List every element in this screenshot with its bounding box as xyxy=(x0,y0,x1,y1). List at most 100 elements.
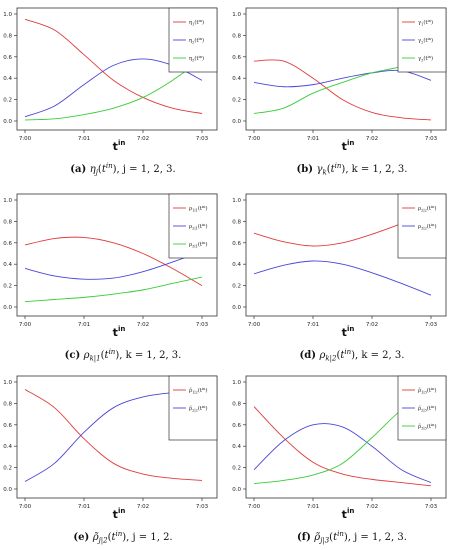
caption: (c) ρk|1(tin), k = 1, 2, 3. xyxy=(65,348,182,363)
legend-label: ρ̃1|2(tin) xyxy=(189,387,207,394)
legend-label: ρ3|1(tin) xyxy=(189,241,207,248)
y-tick-label: 0.4 xyxy=(232,444,241,450)
series-line-1 xyxy=(24,389,203,481)
series-line-2 xyxy=(253,260,432,296)
y-tick-label: 0.0 xyxy=(3,305,12,311)
x-tick-label: 7:01 xyxy=(78,322,90,328)
y-tick-label: 0.2 xyxy=(232,466,241,472)
x-tick-label: 7:03 xyxy=(196,322,209,328)
series-line-1 xyxy=(24,236,203,286)
y-tick-label: 0.2 xyxy=(232,98,241,104)
y-tick-label: 0.6 xyxy=(3,55,12,61)
x-tick-label: 7:00 xyxy=(19,322,32,328)
y-tick-label: 0.6 xyxy=(3,241,12,247)
y-tick-label: 0.6 xyxy=(232,55,241,61)
x-axis-label: tin xyxy=(113,507,126,521)
y-tick-label: 0.0 xyxy=(232,487,241,493)
y-tick-label: 0.4 xyxy=(3,262,12,268)
y-tick-label: 1.0 xyxy=(3,12,12,18)
y-tick-label: 0.4 xyxy=(3,76,12,82)
y-tick-label: 0.6 xyxy=(3,423,12,429)
legend-label: γ2(tin) xyxy=(418,37,433,44)
y-tick-label: 0.0 xyxy=(3,119,12,125)
x-tick-label: 7:00 xyxy=(248,322,261,328)
y-tick-label: 0.4 xyxy=(232,262,241,268)
y-tick-label: 0.8 xyxy=(232,219,241,225)
chart-panel-d: 0.0 0.2 0.4 0.6 0.8 1.0 7:00 7:01 7:02 7:03 tin ρ2|… xyxy=(232,193,447,363)
legend-label: ρ̃2|2(tin) xyxy=(189,405,207,412)
y-tick-label: 0.6 xyxy=(232,241,241,247)
x-tick-label: 7:00 xyxy=(248,504,261,510)
x-axis-label: tin xyxy=(113,139,126,153)
x-tick-label: 7:03 xyxy=(196,136,209,142)
x-axis-label: tin xyxy=(342,325,355,339)
chart-panel-f: 0.0 0.2 0.4 0.6 0.8 1.0 7:00 7:01 7:02 7:03 tin ρ̃1… xyxy=(232,375,447,545)
legend-label: η2(tin) xyxy=(189,37,204,44)
y-tick-label: 0.2 xyxy=(3,466,12,472)
x-tick-label: 7:01 xyxy=(307,322,319,328)
legend-label: γ1(tin) xyxy=(418,19,433,26)
y-tick-label: 1.0 xyxy=(232,198,241,204)
x-axis-label: tin xyxy=(113,325,126,339)
y-tick-label: 0.0 xyxy=(232,119,241,125)
caption: (d) ρk|2(tin), k = 2, 3. xyxy=(300,348,405,363)
legend-label: η3(tin) xyxy=(189,55,204,62)
legend-label: ρ2|1(tin) xyxy=(189,223,207,230)
x-tick-label: 7:01 xyxy=(307,504,319,510)
x-tick-label: 7:02 xyxy=(137,322,149,328)
y-tick-label: 1.0 xyxy=(3,198,12,204)
y-tick-label: 1.0 xyxy=(232,380,241,386)
y-tick-label: 0.8 xyxy=(3,401,12,407)
x-tick-label: 7:02 xyxy=(366,322,378,328)
chart-panel-a: 0.0 0.2 0.4 0.6 0.8 1.0 7:00 7:01 7:02 7:03 tin η1(… xyxy=(3,7,218,177)
y-tick-label: 0.6 xyxy=(232,423,241,429)
series-line-1 xyxy=(253,59,432,121)
series-line-2 xyxy=(253,69,432,88)
caption: (e) ρ̃j|2(tin), j = 1, 2. xyxy=(73,530,172,545)
y-tick-label: 1.0 xyxy=(3,380,12,386)
y-tick-label: 0.0 xyxy=(232,305,241,311)
caption: (f) ρ̃j|3(tin), j = 1, 2, 3. xyxy=(297,530,407,545)
x-tick-label: 7:03 xyxy=(425,136,438,142)
legend-label: ρ̃2|3(tin) xyxy=(418,405,436,412)
x-axis-label: tin xyxy=(342,139,355,153)
legend-label: ρ̃1|3(tin) xyxy=(418,387,436,394)
x-tick-label: 7:02 xyxy=(366,504,378,510)
x-tick-label: 7:00 xyxy=(19,136,32,142)
x-tick-label: 7:02 xyxy=(366,136,378,142)
x-tick-label: 7:00 xyxy=(19,504,32,510)
legend-label: γ3(tin) xyxy=(418,55,433,62)
legend-label: ρ3|2(tin) xyxy=(418,223,436,230)
y-tick-label: 0.8 xyxy=(232,33,241,39)
series-line-3 xyxy=(24,58,203,121)
chart-panel-b: 0.0 0.2 0.4 0.6 0.8 1.0 7:00 7:01 7:02 7:03 tin γ1(… xyxy=(232,7,447,177)
x-tick-label: 7:01 xyxy=(307,136,319,142)
legend-label: η1(tin) xyxy=(189,19,204,26)
chart-panel-c: 0.0 0.2 0.4 0.6 0.8 1.0 7:00 7:01 7:02 7:03 tin ρ1|… xyxy=(3,193,218,363)
y-tick-label: 0.8 xyxy=(232,401,241,407)
x-tick-label: 7:02 xyxy=(137,136,149,142)
y-tick-label: 0.2 xyxy=(232,284,241,290)
y-tick-label: 0.2 xyxy=(3,284,12,290)
legend-label: ρ1|1(tin) xyxy=(189,205,207,212)
y-tick-label: 0.4 xyxy=(232,76,241,82)
x-tick-label: 7:03 xyxy=(425,504,438,510)
x-axis-label: tin xyxy=(342,507,355,521)
y-tick-label: 0.0 xyxy=(3,487,12,493)
x-tick-label: 7:01 xyxy=(78,504,90,510)
y-tick-label: 0.8 xyxy=(3,219,12,225)
caption: (b) γk(tin), k = 1, 2, 3. xyxy=(297,162,408,177)
x-tick-label: 7:01 xyxy=(78,136,90,142)
x-tick-label: 7:03 xyxy=(196,504,209,510)
series-line-2 xyxy=(24,250,203,280)
series-line-3 xyxy=(24,276,203,303)
legend-label: ρ2|2(tin) xyxy=(418,205,436,212)
legend-label: ρ̃3|3(tin) xyxy=(418,423,436,430)
y-tick-label: 0.8 xyxy=(3,33,12,39)
series-line-1 xyxy=(24,18,203,114)
caption: (a) ηj(tin), j = 1, 2, 3. xyxy=(70,162,175,177)
chart-panel-e: 0.0 0.2 0.4 0.6 0.8 1.0 7:00 7:01 7:02 7:03 tin ρ̃1… xyxy=(3,375,218,545)
series-line-2 xyxy=(253,423,432,483)
x-tick-label: 7:02 xyxy=(137,504,149,510)
